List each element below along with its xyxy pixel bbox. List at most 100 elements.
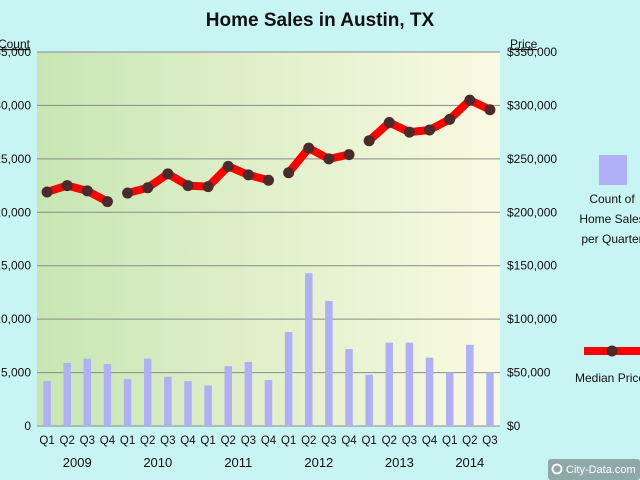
- quarter-label: Q1: [39, 435, 54, 447]
- count-bar: [83, 358, 92, 426]
- grid-lines: [37, 51, 500, 427]
- right-tick-labels: $0 $50,000 $100,000 $150,000 $200,000 $250,00…: [507, 45, 557, 433]
- count-bar: [103, 364, 112, 426]
- quarter-label: Q4: [100, 435, 116, 447]
- legend-bar-label-1: Count of: [589, 192, 635, 206]
- x-axis-labels: Q1 Q2 Q3 Q4 Q1 Q2 Q3 Q4 Q1 Q2 Q3 Q4 Q1 Q2 Q3 Q4 Q1 Q2 Q3 Q4…: [39, 435, 497, 470]
- count-bar: [486, 372, 494, 426]
- count-bar: [345, 349, 353, 426]
- year-label: 2009: [63, 455, 92, 470]
- price-point: [162, 168, 174, 180]
- right-tick-label: $200,000: [507, 205, 557, 219]
- count-bar: [365, 374, 373, 426]
- price-point: [81, 185, 93, 197]
- count-bar: [123, 378, 132, 426]
- right-axis-label: Price: [510, 37, 538, 51]
- year-label: 2013: [385, 455, 414, 470]
- legend-bar-label-2: Home Sales: [579, 212, 640, 226]
- quarter-label: Q1: [281, 435, 296, 447]
- right-tick-label: $300,000: [507, 98, 557, 112]
- quarter-label: Q1: [120, 435, 135, 447]
- legend-bar-label-3: per Quarter: [581, 232, 640, 246]
- right-tick-label: $50,000: [507, 366, 551, 380]
- quarter-label: Q2: [60, 435, 75, 447]
- count-bar: [385, 342, 394, 426]
- price-point: [263, 174, 274, 186]
- price-point: [222, 160, 234, 172]
- count-bar: [244, 361, 253, 426]
- price-point: [61, 180, 73, 192]
- price-point: [343, 149, 355, 161]
- legend-line-marker: [606, 345, 618, 357]
- left-axis-label: Count: [0, 37, 31, 51]
- price-point: [363, 135, 375, 147]
- left-tick-label: 0: [24, 419, 31, 433]
- chart-title: Home Sales in Austin, TX: [206, 10, 435, 31]
- quarter-label: Q1: [361, 435, 376, 447]
- price-point: [41, 186, 53, 198]
- quarter-label: Q3: [160, 435, 175, 447]
- price-point: [242, 169, 254, 181]
- left-tick-label: 15,000: [0, 259, 31, 273]
- count-bar: [63, 362, 71, 426]
- left-tick-label: 30,000: [0, 98, 31, 112]
- quarter-label: Q3: [321, 435, 336, 447]
- price-point: [484, 104, 496, 116]
- right-tick-label: $0: [507, 419, 521, 433]
- price-point: [101, 196, 113, 208]
- magnifier-icon: [551, 463, 563, 475]
- count-bar: [143, 358, 152, 426]
- quarter-label: Q2: [382, 435, 397, 447]
- price-point: [202, 181, 214, 193]
- quarter-label: Q3: [80, 435, 95, 447]
- count-bar: [264, 380, 273, 426]
- count-bar: [284, 331, 293, 426]
- count-bar: [224, 366, 232, 426]
- quarter-label: Q4: [261, 435, 277, 447]
- price-point: [283, 167, 295, 179]
- price-point: [464, 94, 476, 106]
- count-bar: [184, 381, 192, 426]
- left-tick-labels: 0 5,000 10,000 15,000 20,000 25,000 30,000 35,0…: [0, 45, 31, 433]
- quarter-label: Q2: [462, 435, 477, 447]
- count-bar: [466, 344, 474, 426]
- price-point: [424, 124, 436, 136]
- quarter-label: Q4: [422, 435, 438, 447]
- left-tick-label: 20,000: [0, 205, 31, 219]
- quarter-label: Q3: [482, 435, 497, 447]
- quarter-label: Q2: [221, 435, 236, 447]
- left-tick-label: 25,000: [0, 152, 31, 166]
- legend-bar-swatch: [599, 155, 627, 185]
- quarter-label: Q4: [180, 435, 196, 447]
- plot-area: [37, 52, 500, 426]
- watermark-text: City-Data.com: [566, 464, 636, 476]
- price-point: [444, 113, 456, 125]
- count-bar: [43, 381, 51, 426]
- count-bar: [164, 376, 172, 426]
- count-bar: [405, 342, 414, 426]
- price-line-segment: [284, 144, 354, 177]
- bar-series: [43, 273, 494, 426]
- count-bar: [425, 357, 434, 426]
- price-point: [182, 180, 194, 192]
- price-point: [323, 153, 335, 165]
- year-label: 2012: [304, 455, 333, 470]
- quarter-label: Q3: [402, 435, 417, 447]
- year-label: 2014: [455, 455, 484, 470]
- left-tick-label: 35,000: [0, 45, 31, 59]
- right-tick-label: $250,000: [507, 152, 557, 166]
- price-line-segment: [43, 181, 112, 206]
- quarter-label: Q2: [301, 435, 316, 447]
- price-line-series: [41, 94, 496, 208]
- quarter-label: Q4: [341, 435, 357, 447]
- price-point: [122, 187, 134, 199]
- quarter-label: Q1: [442, 435, 457, 447]
- count-bar: [445, 372, 454, 426]
- right-tick-label: $350,000: [507, 45, 557, 59]
- count-bar: [204, 385, 212, 426]
- price-point: [383, 117, 395, 129]
- legend-line-label: Median Price: [575, 371, 640, 385]
- count-bar: [325, 300, 333, 426]
- quarter-label: Q2: [140, 435, 155, 447]
